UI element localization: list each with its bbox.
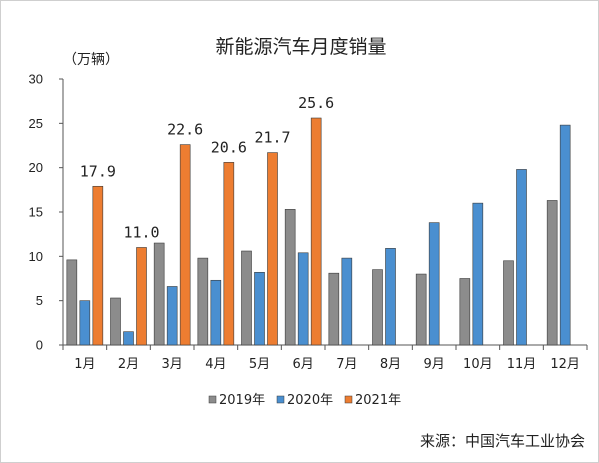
data-label: 17.9 xyxy=(80,162,116,180)
legend-swatch-2020年 xyxy=(276,395,285,404)
x-category-label: 6月 xyxy=(293,357,314,372)
bar-2021年-2月 xyxy=(136,247,147,346)
legend-label: 2021年 xyxy=(355,393,401,408)
bar-2020年-9月 xyxy=(428,222,440,346)
bar-2019年-3月 xyxy=(153,242,165,346)
x-category-label: 11月 xyxy=(507,357,537,372)
y-tick-label: 20 xyxy=(29,160,43,175)
bar-2021年-6月 xyxy=(310,117,322,346)
bar-2019年-12月 xyxy=(546,200,558,346)
legend-swatch-2019年 xyxy=(208,395,217,404)
bar-2020年-4月 xyxy=(210,279,222,346)
bar-2019年-11月 xyxy=(503,260,514,346)
y-tick-label: 25 xyxy=(29,116,43,131)
bar-2019年-5月 xyxy=(241,250,252,346)
y-unit-label: （万辆） xyxy=(63,52,119,68)
bar-2019年-6月 xyxy=(284,209,296,346)
legend-label: 2019年 xyxy=(219,393,265,408)
data-label: 20.6 xyxy=(211,138,247,156)
x-category-label: 8月 xyxy=(380,357,401,372)
y-tick-label: 0 xyxy=(36,338,43,353)
legend-label: 2020年 xyxy=(287,393,333,408)
x-category-label: 4月 xyxy=(205,357,226,372)
bar-2020年-6月 xyxy=(297,252,309,346)
bar-2021年-3月 xyxy=(179,144,191,346)
source-note: 来源：中国汽车工业协会 xyxy=(420,432,585,450)
bar-2019年-1月 xyxy=(66,259,78,346)
bar-2020年-5月 xyxy=(254,271,265,346)
data-label: 25.6 xyxy=(298,94,334,112)
x-category-label: 7月 xyxy=(336,357,357,372)
bar-layer xyxy=(66,117,571,346)
bar-2020年-12月 xyxy=(559,124,571,346)
data-label: 21.7 xyxy=(254,129,290,147)
x-category-label: 12月 xyxy=(550,357,580,372)
axis-layer: 0 5 10 15 20 25 30 1月 2月 3月 4月 5月 6月 7月 8月 9月 10月 11月 12月 xyxy=(29,72,588,372)
x-category-label: 2月 xyxy=(118,357,139,372)
y-tick-label: 5 xyxy=(36,293,43,308)
bar-2020年-10月 xyxy=(472,202,484,346)
y-tick-label: 15 xyxy=(29,205,43,220)
y-tick-label: 10 xyxy=(29,249,43,264)
bar-2019年-2月 xyxy=(110,297,121,346)
bar-2020年-11月 xyxy=(516,169,527,346)
bar-2021年-1月 xyxy=(92,185,104,346)
bar-2019年-8月 xyxy=(372,269,383,346)
bar-2019年-10月 xyxy=(459,278,471,346)
x-category-label: 10月 xyxy=(463,357,493,372)
bar-2019年-9月 xyxy=(415,273,427,346)
bar-2020年-3月 xyxy=(166,286,178,346)
bar-2020年-7月 xyxy=(341,257,353,346)
x-category-label: 5月 xyxy=(249,357,270,372)
chart-title: 新能源汽车月度销量 xyxy=(215,36,386,58)
legend-swatch-2021年 xyxy=(344,395,353,404)
x-category-label: 1月 xyxy=(74,357,95,372)
y-tick-label: 30 xyxy=(29,72,43,87)
bar-2019年-4月 xyxy=(197,257,209,346)
data-label-layer: 17.9 11.0 22.6 20.6 21.7 25.6 xyxy=(80,94,334,241)
bar-2019年-7月 xyxy=(328,272,340,346)
bar-2021年-4月 xyxy=(223,162,235,346)
bar-2020年-1月 xyxy=(79,300,91,346)
data-label: 22.6 xyxy=(167,121,203,139)
legend: 2019年 2020年 2021年 xyxy=(208,393,401,408)
x-category-label: 3月 xyxy=(162,357,183,372)
x-category-label: 9月 xyxy=(424,357,445,372)
bar-2021年-5月 xyxy=(267,152,278,346)
bar-2020年-8月 xyxy=(385,248,396,346)
data-label: 11.0 xyxy=(123,223,159,241)
bar-2020年-2月 xyxy=(123,331,134,346)
